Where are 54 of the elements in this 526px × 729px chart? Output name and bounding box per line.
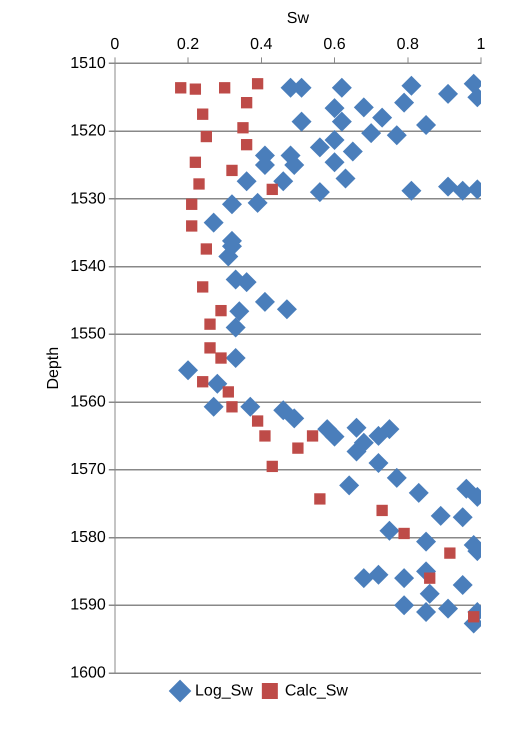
point bbox=[398, 528, 410, 540]
point bbox=[314, 493, 326, 505]
point bbox=[252, 415, 264, 427]
y-tick-label: 1560 bbox=[70, 393, 106, 410]
point bbox=[424, 572, 436, 584]
point bbox=[376, 504, 388, 516]
y-axis-title: Depth bbox=[45, 346, 62, 390]
point bbox=[226, 164, 238, 176]
point bbox=[197, 281, 208, 293]
point bbox=[200, 243, 212, 255]
point bbox=[222, 386, 234, 398]
point bbox=[252, 78, 264, 90]
legend-label: Calc_Sw bbox=[284, 682, 348, 700]
point bbox=[219, 82, 230, 94]
point bbox=[237, 122, 249, 134]
point bbox=[186, 220, 198, 232]
y-tick-label: 1550 bbox=[70, 326, 106, 343]
x-axis-title: Sw bbox=[286, 10, 310, 28]
x-tick-label: 1 bbox=[476, 36, 486, 54]
point bbox=[215, 304, 227, 316]
x-tick-label: 0.4 bbox=[250, 36, 272, 54]
point bbox=[190, 83, 202, 95]
y-tick-label: 1540 bbox=[70, 258, 106, 276]
point bbox=[186, 198, 198, 210]
y-tick-label: 1530 bbox=[70, 190, 106, 208]
y-tick-label: 1600 bbox=[70, 664, 106, 682]
point bbox=[444, 547, 456, 559]
y-tick-label: 1510 bbox=[70, 54, 106, 72]
point bbox=[190, 156, 202, 168]
point bbox=[197, 108, 208, 120]
point bbox=[266, 460, 278, 472]
y-tick-label: 1580 bbox=[70, 528, 106, 546]
x-tick-label: 0.2 bbox=[176, 36, 200, 54]
point bbox=[240, 139, 252, 150]
point bbox=[259, 430, 271, 442]
point bbox=[193, 178, 205, 190]
point bbox=[240, 97, 252, 108]
point bbox=[197, 376, 208, 388]
point bbox=[200, 130, 212, 142]
point bbox=[204, 342, 216, 354]
point bbox=[266, 184, 278, 196]
point bbox=[175, 82, 186, 94]
point bbox=[292, 442, 304, 454]
x-tick-label: 0.6 bbox=[323, 36, 346, 54]
point bbox=[215, 352, 227, 364]
y-tick-label: 1570 bbox=[70, 461, 106, 478]
point bbox=[306, 430, 318, 442]
x-tick-label: 0.8 bbox=[396, 36, 419, 54]
y-tick-label: 1520 bbox=[70, 122, 106, 140]
x-tick-label: 0 bbox=[110, 36, 120, 54]
legend-label: Log_Sw bbox=[195, 682, 254, 700]
point bbox=[204, 318, 216, 330]
y-tick-label: 1590 bbox=[70, 596, 106, 614]
point bbox=[226, 401, 238, 412]
